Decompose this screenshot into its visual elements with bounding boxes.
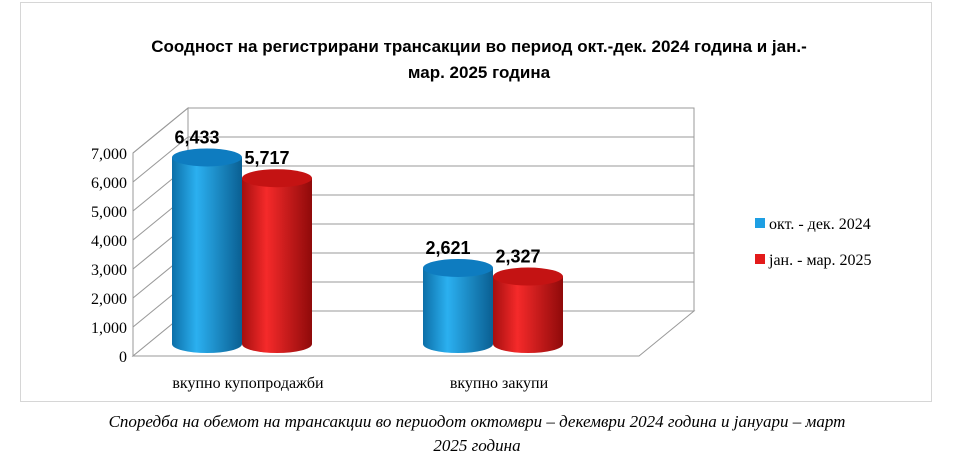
chart-title-line-1: Соодност на регистрирани трансакции во п… xyxy=(151,37,807,56)
chart-svg: Соодност на регистрирани трансакции во п… xyxy=(91,37,872,392)
data-label: 6,433 xyxy=(174,127,219,147)
data-label: 5,717 xyxy=(244,148,289,168)
bar-body xyxy=(172,157,242,353)
y-tick-label: 0 xyxy=(119,349,127,366)
chart-title-line-2: мар. 2025 година xyxy=(408,63,551,82)
y-tick-label: 6,000 xyxy=(91,175,127,192)
bar-body xyxy=(493,276,563,353)
y-tick-label: 2,000 xyxy=(91,291,127,308)
legend: окт. - дек. 2024 јан. - мар. 2025 xyxy=(755,216,872,269)
y-tick-label: 7,000 xyxy=(91,146,127,163)
y-tick-label: 4,000 xyxy=(91,233,127,250)
data-label: 2,327 xyxy=(495,247,540,267)
caption-line-2: 2025 година xyxy=(433,436,521,455)
legend-label: јан. - мар. 2025 xyxy=(768,252,872,269)
x-category-label: вкупно купопродажби xyxy=(172,375,324,392)
plot-area: 0 1,000 2,000 3,000 4,000 5,000 6,000 7,000 6,43… xyxy=(91,106,696,392)
bar-body xyxy=(242,178,312,353)
y-tick-label: 1,000 xyxy=(91,320,127,337)
chart-frame: Соодност на регистрирани трансакции во п… xyxy=(20,2,932,402)
bar-top xyxy=(423,258,493,277)
bar-top xyxy=(493,267,563,286)
bar-1-0: 2,621 xyxy=(423,238,493,353)
bar-0-1: 5,717 xyxy=(242,148,312,353)
bar-top xyxy=(172,148,242,167)
y-tick-label: 5,000 xyxy=(91,204,127,221)
bar-top xyxy=(242,169,312,188)
data-label: 2,621 xyxy=(425,238,470,258)
legend-swatch xyxy=(755,218,765,228)
bar-body xyxy=(423,267,493,353)
x-category-label: вкупно закупи xyxy=(450,375,549,392)
gridline xyxy=(132,136,694,183)
figure-caption: Според­ба на обемот на трансакции во пер… xyxy=(10,410,944,458)
legend-swatch xyxy=(755,254,765,264)
legend-label: окт. - дек. 2024 xyxy=(769,216,871,233)
gridline xyxy=(132,107,694,154)
caption-line-1: Според­ба на обемот на трансакции во пер… xyxy=(108,412,846,431)
y-tick-label: 3,000 xyxy=(91,262,127,279)
bar-0-0: 6,433 xyxy=(172,127,242,353)
bar-1-1: 2,327 xyxy=(493,247,563,353)
